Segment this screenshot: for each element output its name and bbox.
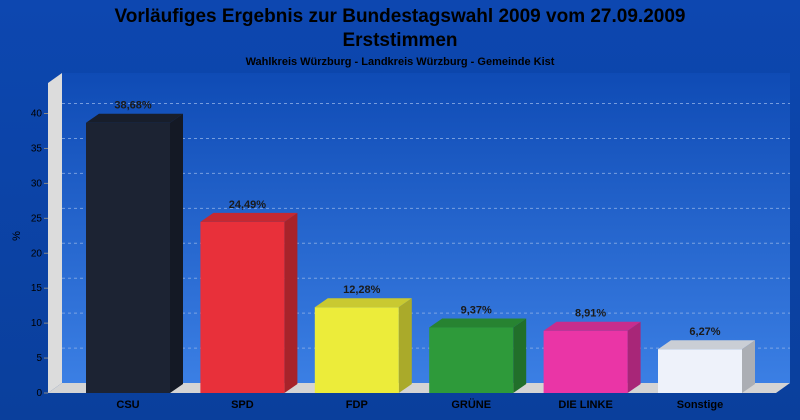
x-tick-label: Sonstige (677, 399, 723, 411)
x-tick-label: SPD (231, 399, 254, 411)
y-tick-label: 35 (31, 143, 43, 154)
bar-side (513, 318, 527, 393)
bar-sonstige: 6,27% (658, 326, 755, 393)
y-axis-label: % (11, 231, 23, 241)
bar-value-label: 6,27% (689, 326, 720, 338)
bar-front (543, 330, 628, 393)
y-tick-label: 40 (31, 109, 43, 120)
bars: 38,68% 24,49% 12,28% 9,37% 8,91% 6,27% (86, 100, 755, 393)
plot-area (62, 73, 790, 383)
bar-front (86, 122, 170, 393)
bar-value-label: 38,68% (114, 100, 152, 112)
bar-front (314, 307, 399, 393)
y-tick-label: 20 (31, 248, 43, 259)
bar-top (543, 321, 641, 331)
bar-csu: 38,68% (86, 100, 183, 393)
bar-top (200, 212, 298, 222)
bar-side (742, 340, 755, 393)
x-tick-label: GRÜNE (451, 398, 491, 411)
y-tick-label: 5 (36, 353, 42, 364)
bar-side (170, 113, 183, 393)
y-tick-label: 15 (31, 283, 43, 294)
x-axis-ticks: CSU SPD FDP GRÜNE DIE LINKE Sonstige (116, 398, 723, 411)
bar-value-label: 24,49% (229, 199, 267, 211)
bar-front (429, 327, 514, 393)
bar-spd: 24,49% (200, 199, 298, 393)
bar-front (658, 349, 742, 393)
chart-subtitle: Wahlkreis Würzburg - Landkreis Würzburg … (246, 56, 555, 68)
bar-top (429, 318, 527, 328)
bar-value-label: 12,28% (343, 284, 381, 296)
bar-die-linke: 8,91% (543, 308, 641, 393)
chart-title-line2: Erststimmen (342, 30, 457, 51)
plot-side-wall (48, 73, 62, 393)
chart-title: Vorläufiges Ergebnis zur Bundestagswahl … (115, 6, 686, 27)
y-tick-label: 0 (36, 388, 42, 399)
bar-fdp: 12,28% (314, 284, 412, 393)
bar-top (86, 113, 183, 123)
bar-top (314, 298, 412, 308)
bar-grüne: 9,37% (429, 305, 527, 393)
bar-value-label: 9,37% (461, 305, 492, 317)
bar-side (284, 212, 298, 393)
x-tick-label: CSU (116, 399, 139, 411)
x-tick-label: DIE LINKE (558, 399, 612, 411)
y-tick-label: 30 (31, 178, 43, 189)
bar-side (398, 298, 412, 393)
x-tick-label: FDP (346, 399, 368, 411)
bar-side (627, 321, 641, 393)
grid-lines (62, 103, 790, 349)
y-axis-ticks: 0 5 10 15 20 25 30 35 40 (31, 109, 48, 399)
bar-value-label: 8,91% (575, 308, 606, 320)
y-tick-label: 10 (31, 318, 43, 329)
bar-front (200, 221, 285, 393)
y-tick-label: 25 (31, 213, 43, 224)
bar-top (658, 340, 755, 350)
